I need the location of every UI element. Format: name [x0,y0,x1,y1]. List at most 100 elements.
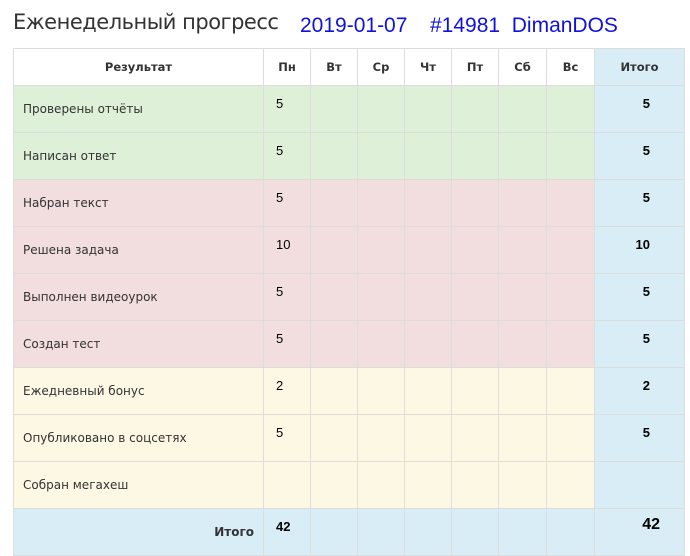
day-cell [310,85,358,133]
day-cell: 5 [263,132,311,180]
row-label: Написан ответ [13,132,264,180]
day-cell [404,179,452,227]
day-cell [498,461,547,509]
table-row: Набран текст 5 5 [13,179,685,227]
day-cell [404,461,452,509]
day-cell: 10 [263,226,311,274]
total-cell: 5 [594,414,685,462]
column-header: Пн [263,48,311,86]
day-cell [451,508,499,556]
row-label: Опубликовано в соцсетях [13,414,264,462]
total-cell: 5 [594,320,685,368]
column-header: Вт [310,48,358,86]
day-cell [546,461,595,509]
day-cell [451,273,499,321]
day-cell [546,367,595,415]
day-cell [451,85,499,133]
day-cell [404,320,452,368]
day-cell [498,226,547,274]
day-cell [451,132,499,180]
table-row: Решена задача 10 10 [13,226,685,274]
day-cell [310,508,358,556]
row-label: Решена задача [13,226,264,274]
day-cell [546,414,595,462]
day-cell [357,226,405,274]
day-cell [498,414,547,462]
day-cell [451,320,499,368]
total-cell [594,461,685,509]
day-cell [546,508,595,556]
day-cell: 5 [263,414,311,462]
total-cell: 5 [594,85,685,133]
total-cell: 10 [594,226,685,274]
day-cell: 5 [263,85,311,133]
day-cell [498,85,547,133]
day-cell [498,132,547,180]
row-label: Проверены отчёты [13,85,264,133]
day-cell [546,273,595,321]
day-cell [498,367,547,415]
day-cell: 42 [263,508,311,556]
row-label: Выполнен видеоурок [13,273,264,321]
total-cell: 5 [594,179,685,227]
table-row: Опубликовано в соцсетях 5 5 [13,414,685,462]
table-row: Ежедневный бонус 2 2 [13,367,685,415]
table-row: Выполнен видеоурок 5 5 [13,273,685,321]
day-cell [357,132,405,180]
day-cell [310,461,358,509]
day-cell [357,273,405,321]
row-label: Собран мегахеш [13,461,264,509]
day-cell: 2 [263,367,311,415]
day-cell [310,367,358,415]
day-cell [546,132,595,180]
total-cell: 5 [594,273,685,321]
day-cell [451,179,499,227]
column-header: Чт [404,48,452,86]
day-cell [498,508,547,556]
day-cell [357,508,405,556]
day-cell [404,508,452,556]
total-cell: 5 [594,132,685,180]
column-header: Итого [594,48,685,86]
row-label: Итого [13,508,264,556]
column-header: Вс [546,48,595,86]
day-cell [546,179,595,227]
column-header: Результат [13,48,264,86]
column-header: Сб [498,48,547,86]
day-cell [357,367,405,415]
totals-row: Итого 42 42 [13,508,685,556]
day-cell [404,132,452,180]
day-cell: 5 [263,320,311,368]
day-cell [451,367,499,415]
day-cell [404,85,452,133]
column-header: Ср [357,48,405,86]
day-cell [310,320,358,368]
day-cell [546,226,595,274]
day-cell [404,273,452,321]
day-cell [357,320,405,368]
table-row: Проверены отчёты 5 5 [13,85,685,133]
column-header: Пт [451,48,499,86]
day-cell [451,461,499,509]
total-cell: 42 [594,508,685,556]
user-id: #14981 DimanDOS [430,14,618,37]
table-row: Создан тест 5 5 [13,320,685,368]
day-cell: 5 [263,179,311,227]
day-cell [310,226,358,274]
day-cell [451,414,499,462]
day-cell [546,320,595,368]
week-date: 2019-01-07 [300,14,408,37]
total-cell: 2 [594,367,685,415]
progress-table: Результат Пн Вт Ср Чт Пт Сб Вс Итого Проверены о… [13,48,685,556]
day-cell [357,179,405,227]
day-cell [404,226,452,274]
day-cell [310,179,358,227]
day-cell [310,132,358,180]
day-cell [404,367,452,415]
day-cell [498,179,547,227]
day-cell [357,461,405,509]
row-label: Создан тест [13,320,264,368]
day-cell [498,273,547,321]
row-label: Ежедневный бонус [13,367,264,415]
table-row: Написан ответ 5 5 [13,132,685,180]
